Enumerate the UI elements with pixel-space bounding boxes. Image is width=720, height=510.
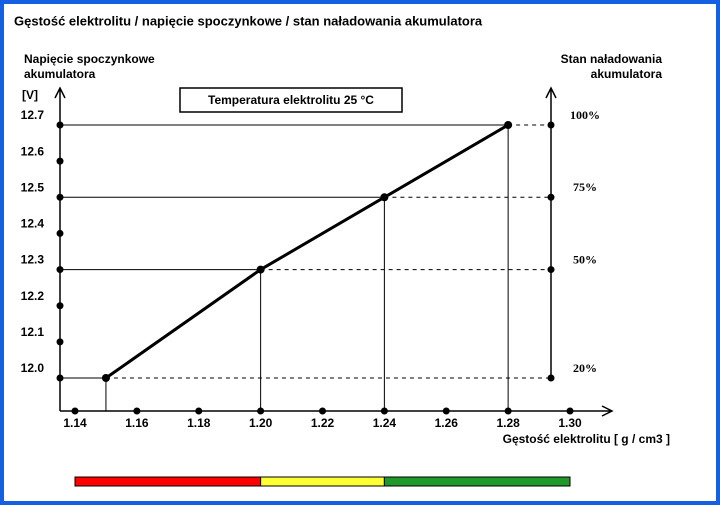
y2-tick-label: 50% bbox=[573, 252, 597, 266]
color-band bbox=[74, 476, 262, 487]
y2-tick bbox=[547, 193, 555, 201]
x-tick bbox=[442, 407, 450, 415]
x-tick-label: 1.28 bbox=[496, 416, 520, 430]
y2-tick-label: 20% bbox=[573, 361, 597, 375]
y-unit: [V] bbox=[22, 88, 38, 102]
point bbox=[380, 193, 389, 202]
y-tick bbox=[56, 338, 64, 346]
x-label: Gęstość elektrolitu [ g / cm3 ] bbox=[503, 432, 670, 446]
x-tick bbox=[566, 407, 574, 415]
y-tick bbox=[56, 229, 64, 237]
color-band bbox=[260, 476, 385, 487]
y2-label: akumulatora bbox=[591, 67, 663, 81]
y-tick-label: 12.7 bbox=[21, 108, 45, 122]
x-tick bbox=[195, 407, 203, 415]
y2-tick bbox=[547, 374, 555, 382]
annotation: Temperatura elektrolitu 25 °C bbox=[208, 93, 374, 107]
point bbox=[101, 374, 110, 382]
y2-tick-label: 75% bbox=[573, 180, 597, 194]
x-tick-label: 1.18 bbox=[187, 416, 211, 430]
y2-tick-label: 100% bbox=[570, 108, 600, 122]
x-tick bbox=[133, 407, 141, 415]
axes bbox=[54, 86, 614, 417]
y-tick-label: 12.1 bbox=[21, 325, 45, 339]
y2-label: Stan naładowania bbox=[561, 52, 663, 66]
y-label: Napięcie spoczynkowe bbox=[24, 52, 155, 66]
y2-axis bbox=[545, 86, 557, 378]
y-tick-label: 12.6 bbox=[21, 144, 45, 158]
y-tick-label: 12.2 bbox=[21, 289, 45, 303]
x-tick-label: 1.30 bbox=[558, 416, 582, 430]
series-line bbox=[105, 123, 509, 380]
y-label: akumulatora bbox=[24, 67, 96, 81]
x-tick-label: 1.16 bbox=[125, 416, 149, 430]
point bbox=[504, 121, 513, 129]
x-tick-label: 1.22 bbox=[311, 416, 335, 430]
y-axis bbox=[54, 86, 66, 411]
x-axis bbox=[60, 405, 614, 417]
x-tick bbox=[71, 407, 79, 415]
y-tick-label: 12.0 bbox=[21, 361, 45, 375]
chart-title: Gęstość elektrolitu / napięcie spoczynko… bbox=[14, 13, 483, 28]
y2-tick bbox=[547, 121, 555, 129]
y-tick-label: 12.5 bbox=[21, 180, 45, 194]
y2-tick bbox=[547, 266, 555, 274]
y-tick-label: 12.3 bbox=[21, 253, 45, 267]
x-tick-label: 1.26 bbox=[435, 416, 459, 430]
point bbox=[256, 265, 265, 274]
x-tick bbox=[319, 407, 326, 415]
y-tick-label: 12.4 bbox=[21, 217, 45, 231]
y-tick bbox=[56, 302, 64, 310]
x-tick-label: 1.20 bbox=[249, 416, 273, 430]
color-band bbox=[383, 476, 571, 487]
x-tick-label: 1.14 bbox=[63, 416, 87, 430]
annotation-box bbox=[179, 87, 403, 113]
x-tick-label: 1.24 bbox=[373, 416, 397, 430]
y-tick bbox=[56, 157, 64, 165]
